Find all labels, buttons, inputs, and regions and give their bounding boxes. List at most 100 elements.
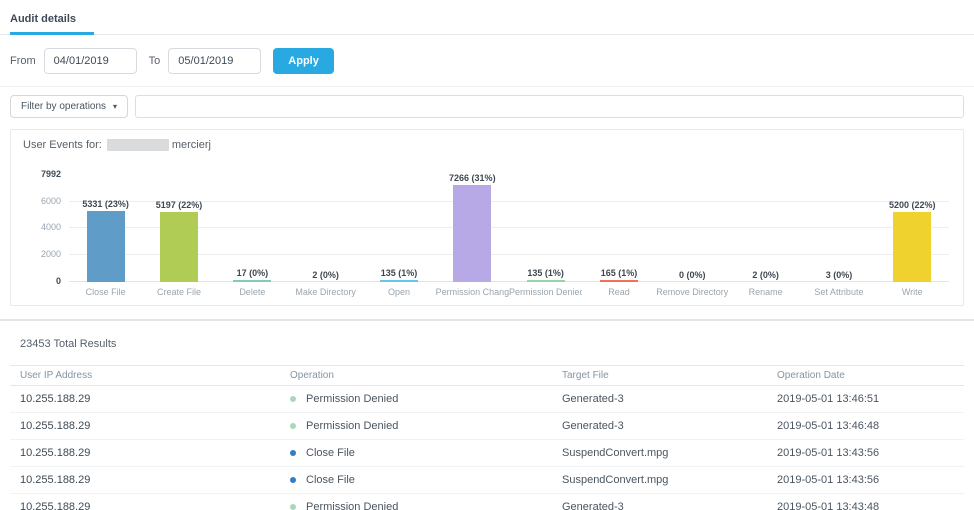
bar-chart: 0 2000 4000 6000 7992 5331 (23%) 5197 (22%) 17… (11, 151, 963, 297)
user-ip-cell: 10.255.188.29 (20, 474, 91, 486)
redacted-username-box (106, 139, 169, 151)
operation-status-dot (290, 450, 296, 457)
to-label: To (148, 55, 161, 67)
bar-column: 2 (0%) (289, 153, 362, 282)
target-file-cell: SuspendConvert.mpg (562, 447, 669, 459)
table-body: 10.255.188.29 Permission Denied Generated-… (10, 386, 964, 510)
operation-cell: Permission Denied (280, 420, 552, 432)
bar (233, 280, 272, 282)
bar (599, 279, 638, 282)
bar-value-label: 17 (0%) (236, 268, 269, 279)
x-axis-label: Permission Denied (508, 287, 583, 297)
chart-title: User Events for: mercierj (11, 130, 963, 151)
operation-status-dot (290, 423, 296, 430)
operation-date-cell: 2019-05-01 13:43:56 (777, 447, 880, 459)
x-axis-label: Rename (748, 287, 783, 297)
operation-status-dot (290, 477, 296, 484)
tab-audit-details[interactable]: Audit details (10, 0, 95, 35)
x-axis-label: Remove Directory (656, 287, 729, 297)
bar-column: 5197 (22%) (142, 153, 215, 282)
column-header: Target File (562, 370, 609, 381)
chart-y-axis: 0 2000 4000 6000 7992 (17, 169, 61, 286)
from-label: From (10, 55, 36, 67)
bar (453, 184, 492, 282)
operation-date-cell: 2019-05-01 13:43:56 (777, 474, 880, 486)
bar-column: 0 (0%) (656, 153, 729, 282)
operation-cell: Close File (280, 474, 552, 486)
chart-plot-area: 0 2000 4000 6000 7992 5331 (23%) 5197 (22%) 17… (41, 153, 949, 286)
operation-date-cell: 2019-05-01 13:43:48 (777, 501, 880, 510)
x-axis-label: Permission Changed (435, 287, 509, 297)
x-axis-label: Close File (85, 287, 126, 297)
bar-column: 17 (0%) (216, 153, 289, 282)
operation-label: Permission Denied (306, 393, 399, 405)
y-tick-label: 4000 (40, 222, 61, 233)
x-axis-label: Make Directory (295, 287, 356, 297)
active-tab-indicator (10, 32, 95, 35)
operation-status-dot (290, 396, 296, 403)
bar-column: 5331 (23%) (69, 153, 142, 282)
operation-date-cell: 2019-05-01 13:46:51 (777, 393, 880, 405)
column-header: Operation (290, 370, 334, 381)
chart-gridlines (69, 175, 949, 282)
results-table: User IP Address Operation Target File Opera… (10, 365, 964, 510)
user-ip-cell: 10.255.188.29 (20, 393, 91, 405)
operation-label: Permission Denied (306, 420, 399, 432)
tab-audit-details-label: Audit details (10, 13, 77, 25)
target-file-cell: Generated-3 (562, 501, 624, 510)
bar-value-label: 5331 (23%) (82, 198, 129, 209)
from-date-input[interactable] (43, 48, 137, 74)
apply-button[interactable]: Apply (273, 48, 334, 74)
user-ip-cell: 10.255.188.29 (20, 447, 91, 459)
target-file-cell: Generated-3 (562, 420, 624, 432)
y-max-label: 7992 (40, 169, 61, 179)
operation-label: Permission Denied (306, 501, 399, 510)
bar-value-label: 165 (1%) (600, 267, 638, 278)
filter-by-operations-dropdown[interactable]: Filter by operations ▾ (10, 95, 129, 118)
chart-title-label: User Events for: (23, 139, 102, 151)
date-filter-row: From To Apply (0, 35, 974, 86)
gridline (69, 281, 949, 282)
bar-value-label: 135 (1%) (380, 268, 418, 279)
table-row: 10.255.188.29 Close File SuspendConvert.mp… (10, 467, 964, 494)
operation-label: Close File (306, 474, 355, 486)
operation-cell: Close File (280, 447, 552, 459)
y-tick-label: 6000 (40, 195, 61, 206)
target-file-cell: SuspendConvert.mpg (562, 474, 669, 486)
bar-column: 135 (1%) (509, 153, 582, 282)
x-axis-label: Write (901, 287, 923, 297)
operation-status-dot (290, 504, 296, 510)
bar-columns: 5331 (23%) 5197 (22%) 17 (0%) 2 (0%) 135 (1%… (69, 153, 949, 282)
table-row: 10.255.188.29 Permission Denied Generated-… (10, 413, 964, 440)
operation-cell: Permission Denied (280, 393, 552, 405)
table-row: 10.255.188.29 Permission Denied Generated-… (10, 494, 964, 510)
bar (86, 210, 125, 282)
bar-value-label: 7266 (31%) (449, 172, 496, 183)
bar-column: 7266 (31%) (436, 153, 509, 282)
bar-column: 135 (1%) (362, 153, 435, 282)
gridline (69, 227, 949, 229)
column-header: User IP Address (20, 370, 93, 381)
x-axis-labels: Close File Create File Delete Make Director… (69, 287, 949, 297)
column-header: Operation Date (777, 370, 845, 381)
bar-column: 165 (1%) (582, 153, 655, 282)
operations-filter-input[interactable] (135, 95, 964, 118)
to-date-input[interactable] (168, 48, 262, 74)
bar-value-label: 135 (1%) (527, 268, 564, 279)
gridline (69, 254, 949, 256)
bar (526, 280, 565, 282)
gridline (69, 200, 949, 202)
x-axis-label: Create File (156, 287, 201, 297)
y-tick-label: 0 (55, 276, 61, 286)
operation-date-cell: 2019-05-01 13:46:48 (777, 420, 880, 432)
bar (159, 212, 198, 282)
operations-filter-row: Filter by operations ▾ (0, 86, 974, 127)
tab-bar: Audit details (0, 0, 974, 35)
total-results-label: 23453 Total Results (20, 338, 117, 350)
x-axis-label: Read (608, 287, 630, 297)
bar-value-label: 5200 (22%) (889, 200, 936, 211)
x-axis-label: Open (387, 287, 410, 297)
table-header-row: User IP Address Operation Target File Opera… (10, 366, 964, 386)
bar-value-label: 2 (0%) (752, 270, 779, 280)
